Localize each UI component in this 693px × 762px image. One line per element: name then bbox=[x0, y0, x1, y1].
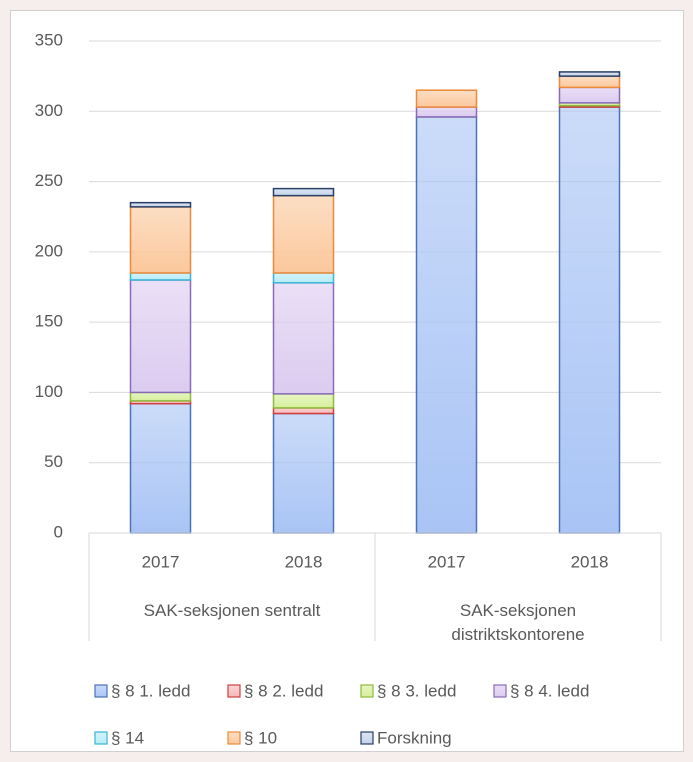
x-tick-label: 2018 bbox=[285, 552, 323, 571]
y-tick-label: 200 bbox=[35, 241, 63, 260]
bar-segment bbox=[558, 86, 621, 104]
bar-segment bbox=[272, 187, 335, 197]
legend-label: Forskning bbox=[377, 728, 452, 747]
y-tick-label: 150 bbox=[35, 312, 63, 331]
bar-segment bbox=[129, 206, 192, 274]
bar-segment bbox=[129, 391, 192, 402]
x-tick-label: 2017 bbox=[142, 552, 180, 571]
bar-segment bbox=[129, 201, 192, 208]
y-tick-label: 100 bbox=[35, 382, 63, 401]
legend-swatch bbox=[360, 684, 374, 698]
bar-segment bbox=[272, 393, 335, 409]
legend-label: § 8 3. ledd bbox=[377, 681, 456, 700]
bar-segment bbox=[272, 282, 335, 395]
bar-segment bbox=[129, 402, 192, 534]
bar-segment bbox=[558, 75, 621, 89]
chart-panel: 0 50 100 150 200 250 300 350 2017 2018 2017 2018 § 8… bbox=[10, 10, 684, 752]
legend-label: § 8 1. ledd bbox=[111, 681, 190, 700]
y-tick-label: 0 bbox=[54, 522, 63, 541]
legend-label: § 10 bbox=[244, 728, 277, 747]
bar-segment bbox=[129, 272, 192, 281]
bar-segment bbox=[415, 89, 478, 108]
legend-swatch bbox=[94, 684, 108, 698]
bar-segment bbox=[272, 194, 335, 274]
bar-segment bbox=[558, 71, 621, 77]
legend-swatch bbox=[227, 684, 241, 698]
bar-segment bbox=[129, 279, 192, 394]
legend-swatch bbox=[94, 731, 108, 745]
legend-swatch bbox=[360, 731, 374, 745]
y-tick-label: 300 bbox=[35, 101, 63, 120]
x-tick-label: 2018 bbox=[571, 552, 609, 571]
legend-label: § 8 2. ledd bbox=[244, 681, 323, 700]
bar-segment bbox=[415, 106, 478, 118]
chart: 0 50 100 150 200 250 300 350 2017 2018 2017 2018 § 8… bbox=[35, 30, 662, 747]
bar-segment bbox=[272, 412, 335, 534]
legend-label: § 8 4. ledd bbox=[510, 681, 589, 700]
x-tick-label: 2017 bbox=[428, 552, 466, 571]
y-tick-label: 250 bbox=[35, 171, 63, 190]
legend-swatch bbox=[227, 731, 241, 745]
y-tick-label: 50 bbox=[44, 452, 63, 471]
group-label: SAK-seksjonen sentralt bbox=[143, 601, 321, 620]
legend-label: § 14 bbox=[111, 728, 144, 747]
group-label: SAK-seksjonen distriktskontorene bbox=[451, 601, 585, 644]
bar-segment bbox=[558, 106, 621, 534]
y-tick-label: 350 bbox=[35, 30, 63, 49]
bar-segment bbox=[415, 116, 478, 534]
legend-swatch bbox=[493, 684, 507, 698]
bar-segment bbox=[272, 407, 335, 415]
bar-segment bbox=[272, 272, 335, 284]
